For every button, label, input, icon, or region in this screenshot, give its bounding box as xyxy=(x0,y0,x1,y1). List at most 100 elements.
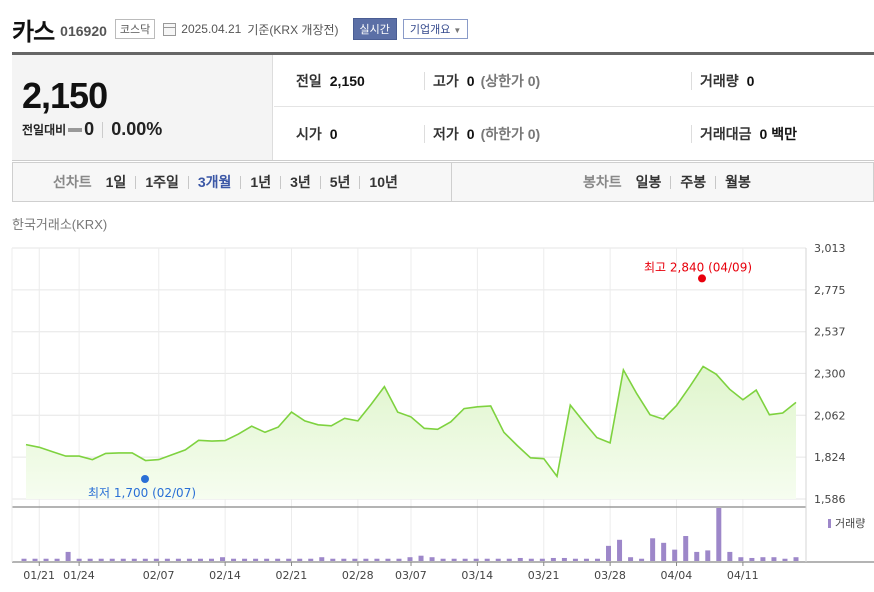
header-divider xyxy=(12,52,874,55)
volume-bar xyxy=(462,558,468,561)
volume-bar xyxy=(120,558,126,561)
company-overview-label: 기업개요 xyxy=(409,24,451,36)
divider xyxy=(187,175,189,189)
volume-bar xyxy=(771,557,777,561)
volume-label: 거래량 xyxy=(700,73,739,89)
volume-cell: 거래량 0 xyxy=(691,72,754,90)
volume-bar xyxy=(650,538,656,561)
stock-code: 016920 xyxy=(60,23,107,39)
upper-limit: (상한가 0) xyxy=(480,73,541,89)
line-chart-tabs: 선차트 1일 1주일 3개월 1년 3년 5년 10년 xyxy=(53,163,398,201)
y-tick-label: 1,824 xyxy=(814,451,846,464)
price-chart[interactable]: 3,013 2,775 2,537 2,300 2,062 1,824 1,586 01/21… xyxy=(0,235,874,592)
volume-bar xyxy=(231,558,237,561)
volume-bar xyxy=(617,539,623,561)
tab-3m[interactable]: 3개월 xyxy=(197,174,232,190)
x-tick-label: 02/14 xyxy=(209,569,241,582)
exchange-label: 한국거래소(KRX) xyxy=(12,217,108,232)
divider xyxy=(319,175,321,189)
prev-close-value: 2,150 xyxy=(329,73,365,89)
volume-bar xyxy=(429,557,435,561)
volume-bar xyxy=(473,558,479,561)
tab-weekly-candle[interactable]: 주봉 xyxy=(680,174,707,190)
base-date: 2025.04.21 xyxy=(181,22,242,36)
divider xyxy=(135,175,137,189)
volume-bar xyxy=(175,558,181,561)
divider xyxy=(102,121,104,138)
divider xyxy=(359,175,361,189)
x-tick-label: 03/28 xyxy=(594,569,626,582)
x-tick-label: 02/21 xyxy=(276,569,308,582)
volume-bar xyxy=(308,558,314,561)
current-price: 2,150 xyxy=(22,75,108,116)
volume-bar xyxy=(672,549,678,561)
x-tick-label: 04/11 xyxy=(727,569,759,582)
volume-bar xyxy=(694,551,700,561)
price-info-grid: 전일 2,150 고가 0 (상한가 0) 거래량 0 시가 0 저가 0 (하… xyxy=(274,55,874,160)
tab-1y[interactable]: 1년 xyxy=(250,174,272,190)
price-line xyxy=(25,365,797,479)
volume-bar xyxy=(760,557,766,561)
volume-bar xyxy=(572,558,578,561)
x-tick-label: 01/24 xyxy=(63,569,95,582)
price-summary: 2,150 전일대비 0 0.00% 전일 2,150 고가 0 (상한가 0)… xyxy=(12,55,874,161)
volume-bar xyxy=(451,558,457,561)
tab-1w[interactable]: 1주일 xyxy=(145,174,179,190)
volume-bar xyxy=(21,558,27,561)
high-marker xyxy=(698,274,706,283)
low-marker xyxy=(141,475,149,483)
tab-5y[interactable]: 5년 xyxy=(329,174,351,190)
x-tick-label: 03/21 xyxy=(528,569,560,582)
volume-bar xyxy=(76,558,82,561)
divider xyxy=(240,175,242,189)
low-label: 저가 xyxy=(433,126,459,142)
realtime-button[interactable]: 실시간 xyxy=(352,18,397,40)
divider xyxy=(280,175,282,189)
high-value: 0 xyxy=(466,73,475,89)
volume-bar xyxy=(793,557,799,561)
x-tick-label: 03/14 xyxy=(461,569,493,582)
volume-bar xyxy=(528,558,534,561)
open-value: 0 xyxy=(329,126,338,142)
chart-tabbar: 선차트 1일 1주일 3개월 1년 3년 5년 10년 봉차트 일봉 주봉 월봉 xyxy=(12,162,874,202)
volume-bar xyxy=(87,558,93,561)
info-row: 전일 2,150 고가 0 (상한가 0) 거래량 0 xyxy=(274,55,874,107)
change-rate: 0.00% xyxy=(111,119,163,139)
lower-limit: (하한가 0) xyxy=(480,126,541,142)
volume-bar xyxy=(440,558,446,561)
high-label: 고가 xyxy=(433,73,459,89)
tabbar-divider xyxy=(451,163,452,201)
volume-legend-label: 거래량 xyxy=(835,517,865,530)
volume-bar xyxy=(628,557,634,561)
volume-bar xyxy=(98,558,104,561)
tab-daily-candle[interactable]: 일봉 xyxy=(635,174,662,190)
volume-bar xyxy=(594,558,600,561)
x-tick-label: 01/21 xyxy=(23,569,55,582)
volume-bar xyxy=(319,557,325,561)
tab-10y[interactable]: 10년 xyxy=(369,174,398,190)
high-cell: 고가 0 (상한가 0) xyxy=(424,72,540,90)
y-tick-label: 2,537 xyxy=(814,326,846,339)
volume-bar xyxy=(782,558,788,561)
divider xyxy=(670,175,672,189)
tab-1d[interactable]: 1일 xyxy=(105,174,127,190)
x-tick-label: 04/04 xyxy=(661,569,693,582)
x-tick-label: 02/28 xyxy=(342,569,374,582)
divider xyxy=(715,175,717,189)
x-tick-label: 03/07 xyxy=(395,569,427,582)
volume-bar xyxy=(639,558,645,561)
volume-bar xyxy=(186,558,192,561)
open-label: 시가 xyxy=(296,126,322,142)
volume-bar xyxy=(727,551,733,561)
candle-chart-tabs: 봉차트 일봉 주봉 월봉 xyxy=(583,163,751,201)
volume-bar xyxy=(705,550,711,561)
company-overview-button[interactable]: 기업개요 ▼ xyxy=(402,19,469,39)
volume-bar xyxy=(385,558,391,561)
amount-cell: 거래대금 0 백만 xyxy=(691,125,797,143)
volume-bar xyxy=(65,551,71,561)
amount-value: 0 백만 xyxy=(759,126,797,142)
tab-monthly-candle[interactable]: 월봉 xyxy=(725,174,751,190)
volume-bar xyxy=(484,558,490,561)
change-label: 전일대비 xyxy=(22,123,67,137)
tab-3y[interactable]: 3년 xyxy=(290,174,311,190)
